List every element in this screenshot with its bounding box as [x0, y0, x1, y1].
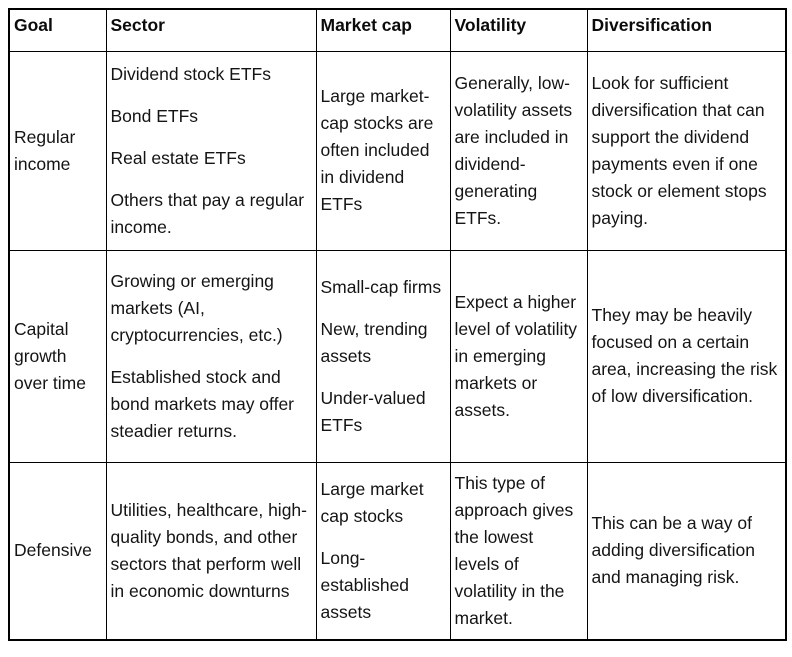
cell-sector: Dividend stock ETFs Bond ETFs Real estate …	[105, 50, 317, 251]
cell-goal: Capital growth over time	[8, 249, 107, 463]
header-sector: Sector	[105, 8, 317, 52]
cell-goal: Defensive	[8, 461, 107, 641]
cell-market-cap: Large market cap stocks Long-established …	[315, 461, 451, 641]
etf-goal-comparison-table: Goal Sector Market cap Volatility Divers…	[8, 8, 787, 641]
cell-volatility: This type of approach gives the lowest l…	[449, 461, 588, 641]
table-row-regular-income: Regular income Dividend stock ETFs Bond E…	[8, 50, 787, 251]
cell-diversification: Look for sufficient diversification that…	[586, 50, 787, 251]
cell-diversification: They may be heavily focused on a certain…	[586, 249, 787, 463]
header-goal: Goal	[8, 8, 107, 52]
cell-volatility: Generally, low-volatility assets are inc…	[449, 50, 588, 251]
cell-volatility: Expect a higher level of volatility in e…	[449, 249, 588, 463]
cell-diversification: This can be a way of adding diversificat…	[586, 461, 787, 641]
table-row-defensive: Defensive Utilities, healthcare, high-qu…	[8, 461, 787, 641]
header-volatility: Volatility	[449, 8, 588, 52]
cell-goal: Regular income	[8, 50, 107, 251]
header-diversification: Diversification	[586, 8, 787, 52]
cell-sector: Growing or emerging markets (AI, cryptoc…	[105, 249, 317, 463]
cell-market-cap: Large market-cap stocks are often includ…	[315, 50, 451, 251]
table-row-capital-growth: Capital growth over time Growing or emer…	[8, 249, 787, 463]
cell-sector: Utilities, healthcare, high-quality bond…	[105, 461, 317, 641]
header-row: Goal Sector Market cap Volatility Divers…	[8, 8, 787, 52]
header-market-cap: Market cap	[315, 8, 451, 52]
cell-market-cap: Small-cap firms New, trending assets Under…	[315, 249, 451, 463]
